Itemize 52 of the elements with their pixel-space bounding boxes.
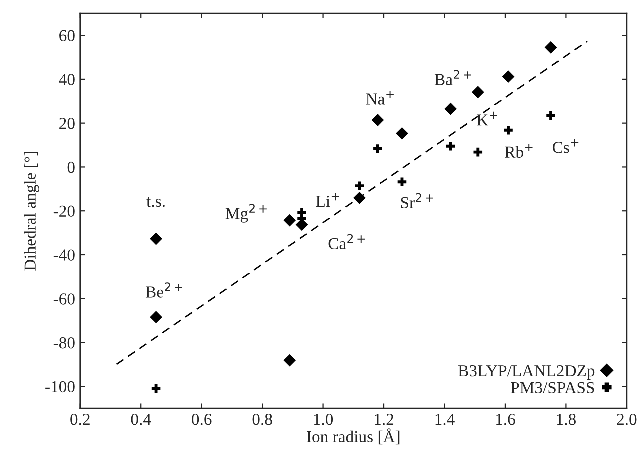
y-axis-title: Dihedral angle [°] <box>24 152 40 271</box>
point <box>284 354 296 367</box>
x-tick-label: 0.2 <box>70 414 90 426</box>
y-tick-label: -60 <box>54 294 75 305</box>
annotation: Cs$^{+}$ <box>552 139 579 154</box>
annotation: Ca$^{2+}$ <box>328 234 366 250</box>
point <box>396 127 408 140</box>
x-tick-label: 1.2 <box>375 414 394 426</box>
x-tick-label: 0.6 <box>192 414 212 426</box>
point <box>152 384 161 394</box>
point <box>546 111 556 120</box>
x-tick-label: 1.6 <box>496 414 516 426</box>
legend-label: B3LYP/LANL2DZp <box>458 365 595 380</box>
y-tick-label: 0 <box>68 162 75 174</box>
annotation: Na$^{+}$ <box>366 90 394 105</box>
y-tick-label: -40 <box>54 250 75 261</box>
point <box>355 182 364 190</box>
point <box>150 311 162 324</box>
annotation: Li$^{+}$ <box>316 193 340 208</box>
point <box>502 70 515 84</box>
x-tick-label: 2.0 <box>617 414 637 426</box>
x-tick-label: 0.4 <box>131 414 152 426</box>
point <box>444 102 458 116</box>
point <box>446 142 456 151</box>
x-axis-title: Ion radius [Å] <box>307 428 400 445</box>
point <box>374 144 382 154</box>
x-tick-label: 0.8 <box>252 414 272 426</box>
point <box>544 41 558 54</box>
x-tick-label: 1.0 <box>314 414 334 426</box>
annotation: K$^{+}$ <box>477 112 498 126</box>
annotation: t.s. <box>146 197 165 208</box>
y-tick-label: 20 <box>60 118 75 130</box>
y-tick-label: 40 <box>59 74 75 86</box>
point <box>372 114 384 126</box>
point <box>398 178 407 187</box>
point <box>472 86 484 99</box>
legend-label: PM3/SPASS <box>511 382 594 394</box>
point <box>474 148 483 157</box>
point <box>504 126 513 135</box>
annotation: Mg$^{2+}$ <box>226 204 267 223</box>
x-tick-label: 1.8 <box>557 414 576 426</box>
y-tick-label: 60 <box>60 30 75 42</box>
x-tick-label: 1.4 <box>436 414 455 426</box>
y-tick-label: -100 <box>46 381 75 393</box>
point <box>284 214 296 227</box>
annotation: Rb$^{+}$ <box>505 144 533 158</box>
annotation: Ba$^{2+}$ <box>434 70 472 86</box>
y-tick-label: -80 <box>54 337 75 349</box>
point <box>150 232 162 246</box>
annotation: Sr$^{2+}$ <box>401 193 434 209</box>
annotation: Be$^{2+}$ <box>146 282 182 298</box>
y-tick-label: -20 <box>54 206 75 218</box>
